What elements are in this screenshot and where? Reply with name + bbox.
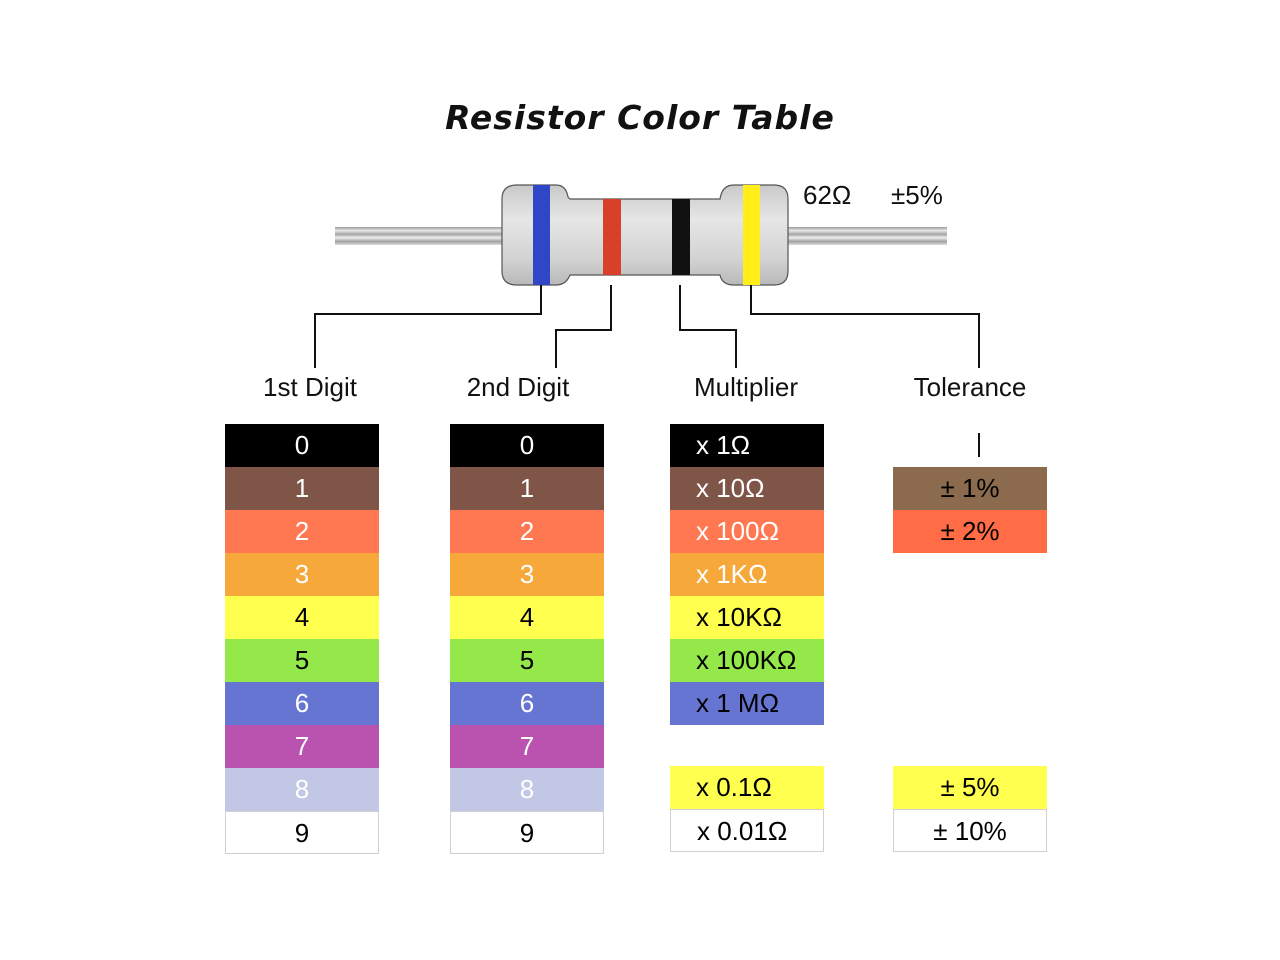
second-digit-cell: 1	[450, 467, 604, 510]
second-digit-cell: 5	[450, 639, 604, 682]
page-title: Resistor Color Table	[445, 98, 835, 137]
second-digit-cell: 9	[450, 811, 604, 854]
band-yellow	[743, 185, 760, 285]
connector-line	[555, 329, 557, 368]
first-digit-cell: 5	[225, 639, 379, 682]
second-digit-cell: 7	[450, 725, 604, 768]
resistor-lead-right	[785, 227, 947, 245]
connector-line	[750, 285, 752, 315]
connector-line	[978, 433, 980, 457]
first-digit-cell: 7	[225, 725, 379, 768]
first-digit-cell: 0	[225, 424, 379, 467]
second-digit-cell: 4	[450, 596, 604, 639]
connector-line	[314, 313, 542, 315]
second-digit-cell: 2	[450, 510, 604, 553]
connector-line	[735, 329, 737, 368]
first-digit-cell: 6	[225, 682, 379, 725]
resistor-value-label: 62Ω	[803, 180, 852, 210]
tolerance-cell: ± 1%	[893, 467, 1047, 510]
multiplier-cell: x 100KΩ	[670, 639, 824, 682]
second-digit-cell: 8	[450, 768, 604, 811]
header-multiplier: Multiplier	[693, 372, 799, 402]
resistor-body	[501, 184, 789, 286]
multiplier-cell: x 0.1Ω	[670, 766, 824, 809]
tolerance-cell: ± 2%	[893, 510, 1047, 553]
first-digit-cell: 3	[225, 553, 379, 596]
second-digit-cell: 3	[450, 553, 604, 596]
second-digit-cell: 0	[450, 424, 604, 467]
connector-line	[555, 329, 612, 331]
header-tolerance: Tolerance	[913, 372, 1027, 402]
multiplier-cell: x 100Ω	[670, 510, 824, 553]
multiplier-cell: x 10KΩ	[670, 596, 824, 639]
band-blue	[533, 185, 550, 285]
connector-line	[679, 285, 681, 331]
band-red	[603, 199, 621, 275]
connector-line	[750, 313, 980, 315]
first-digit-cell: 2	[225, 510, 379, 553]
header-first-digit: 1st Digit	[263, 372, 357, 402]
multiplier-cell: x 1Ω	[670, 424, 824, 467]
first-digit-cell: 1	[225, 467, 379, 510]
multiplier-column: x 1Ω x 10Ω x 100Ω x 1KΩ x 10KΩ x 100KΩ x 1 MΩ	[670, 424, 824, 725]
header-second-digit: 2nd Digit	[466, 372, 570, 402]
first-digit-cell: 8	[225, 768, 379, 811]
connector-line	[610, 285, 612, 331]
first-digit-cell: 4	[225, 596, 379, 639]
band-black	[672, 199, 690, 275]
tolerance-extra-column: ± 5% ± 10%	[893, 766, 1047, 852]
connector-line	[679, 329, 737, 331]
multiplier-extra-column: x 0.1Ω x 0.01Ω	[670, 766, 824, 852]
tolerance-cell: ± 5%	[893, 766, 1047, 809]
connector-line	[978, 313, 980, 368]
resistor-tolerance-label: ±5%	[891, 180, 943, 210]
resistor-lead-left	[335, 227, 505, 245]
resistor-illustration	[335, 184, 947, 286]
connector-line	[314, 313, 316, 368]
second-digit-cell: 6	[450, 682, 604, 725]
tolerance-column: ± 1% ± 2%	[893, 467, 1047, 553]
multiplier-cell: x 1 MΩ	[670, 682, 824, 725]
first-digit-cell: 9	[225, 811, 379, 854]
multiplier-cell: x 0.01Ω	[670, 809, 824, 852]
multiplier-cell: x 1KΩ	[670, 553, 824, 596]
tolerance-cell: ± 10%	[893, 809, 1047, 852]
connector-line	[540, 285, 542, 315]
multiplier-cell: x 10Ω	[670, 467, 824, 510]
